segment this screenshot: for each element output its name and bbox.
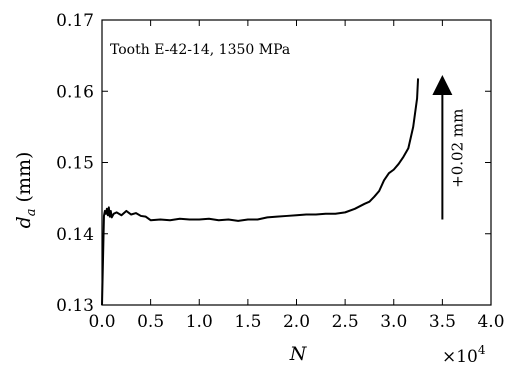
x-tick-label: 0.0	[88, 312, 115, 332]
plot-frame	[101, 19, 492, 306]
x-multiplier: ×104	[442, 343, 486, 367]
x-tick-label: 1.5	[234, 312, 261, 332]
x-axis-label: N	[289, 343, 308, 365]
y-tick-label: 0.14	[56, 225, 94, 245]
x-tick-label: 4.0	[477, 312, 504, 332]
x-tick-label: 2.0	[283, 312, 310, 332]
series-layer	[101, 78, 420, 306]
x-tick-label: 0.5	[137, 312, 164, 332]
x-tick-label: 1.0	[186, 312, 213, 332]
y-axis-label-base: d	[13, 216, 35, 228]
y-tick-label: 0.17	[56, 11, 94, 31]
y-tick-label: 0.15	[56, 154, 94, 174]
svg-text:da(mm): da (mm)	[13, 152, 39, 229]
x-multiplier-exp: 4	[478, 343, 486, 357]
y-axis-label: da (mm)	[13, 152, 39, 229]
x-tick-label: 3.0	[380, 312, 407, 332]
y-tick-label: 0.16	[56, 82, 94, 102]
series-line	[101, 78, 420, 306]
chart-annotation: Tooth E-42-14, 1350 MPa	[110, 42, 290, 58]
x-tick-label: 3.5	[429, 312, 456, 332]
tick-labels: 0.0 0.5 1.0 1.5 2.0 2.5 3.0 3.5 4.0 0.13 0.14 0.15 0…	[56, 11, 504, 332]
y-axis-label-unit: (mm)	[13, 152, 35, 203]
axis-ticks	[101, 19, 492, 306]
x-tick-label: 2.5	[332, 312, 359, 332]
y-tick-label: 0.13	[56, 296, 94, 316]
arrow-label: +0.02 mm	[448, 109, 466, 188]
x-multiplier-base: ×10	[442, 347, 478, 367]
y-axis-label-sub: a	[24, 208, 39, 216]
